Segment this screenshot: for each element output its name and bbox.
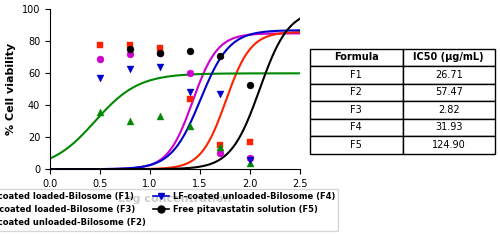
Point <box>96 110 104 114</box>
Point <box>96 43 104 47</box>
Point <box>126 47 134 51</box>
Legend: Uncoated loaded-Bilosome (F1), LF-coated loaded-Bilosome (F3), Uncoated unloaded: Uncoated loaded-Bilosome (F1), LF-coated… <box>0 189 338 231</box>
Point <box>186 91 194 94</box>
Point <box>126 67 134 70</box>
Point <box>216 54 224 58</box>
Point <box>246 158 254 161</box>
X-axis label: Log concentration: Log concentration <box>118 195 232 204</box>
Point <box>126 119 134 123</box>
Point <box>96 57 104 61</box>
Point <box>186 124 194 128</box>
Point <box>216 151 224 155</box>
Point <box>156 115 164 118</box>
Point <box>126 52 134 56</box>
Point <box>246 140 254 144</box>
Point <box>156 65 164 69</box>
Point <box>156 51 164 55</box>
Point <box>216 92 224 96</box>
Point <box>216 145 224 149</box>
Point <box>156 46 164 50</box>
Point <box>246 83 254 86</box>
Y-axis label: % Cell viability: % Cell viability <box>6 43 16 135</box>
Point <box>96 76 104 80</box>
Point <box>156 51 164 55</box>
Point <box>186 71 194 75</box>
Point <box>126 43 134 47</box>
Point <box>186 49 194 53</box>
Point <box>216 143 224 147</box>
Point <box>246 161 254 165</box>
Point <box>186 97 194 101</box>
Point <box>246 156 254 160</box>
